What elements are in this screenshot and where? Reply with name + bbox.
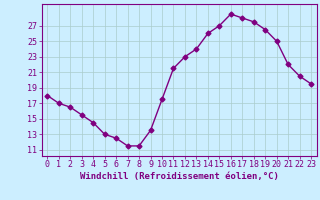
X-axis label: Windchill (Refroidissement éolien,°C): Windchill (Refroidissement éolien,°C)	[80, 172, 279, 181]
